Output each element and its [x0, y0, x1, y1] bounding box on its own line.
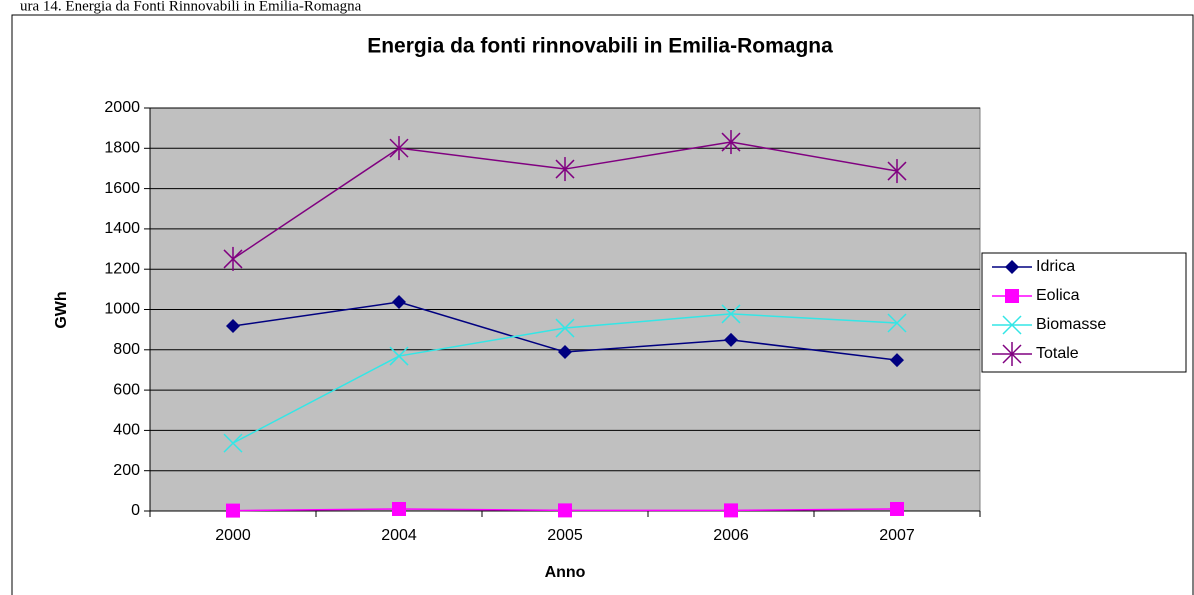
y-tick-label: 1200	[104, 260, 140, 277]
x-axis-label: Anno	[545, 564, 586, 581]
marker	[392, 501, 406, 516]
y-tick-label: 600	[113, 381, 140, 398]
x-tick-label: 2004	[381, 527, 417, 544]
legend-label: Biomasse	[1036, 316, 1106, 333]
marker	[223, 433, 243, 453]
y-tick-label: 800	[113, 341, 140, 358]
legend-box	[981, 252, 1187, 373]
marker	[890, 353, 904, 368]
legend-label: Totale	[1036, 345, 1079, 362]
marker	[1005, 260, 1019, 274]
marker	[724, 503, 738, 518]
y-tick-label: 1000	[104, 301, 140, 318]
y-tick-label: 400	[113, 422, 140, 439]
cross	[887, 313, 907, 333]
cross	[1002, 315, 1022, 335]
diamond	[392, 295, 406, 310]
diamond	[558, 345, 572, 360]
marker	[392, 295, 406, 310]
marker	[558, 345, 572, 360]
square	[1005, 289, 1019, 303]
marker	[226, 319, 240, 334]
marker	[226, 503, 240, 518]
diamond	[226, 319, 240, 334]
marker	[389, 136, 409, 161]
square	[226, 503, 240, 518]
y-tick-label: 200	[113, 462, 140, 479]
legend-label: Eolica	[1036, 287, 1080, 304]
marker	[721, 304, 741, 324]
x-tick-label: 2005	[547, 527, 583, 544]
square	[724, 503, 738, 518]
cross	[721, 304, 741, 324]
marker	[887, 313, 907, 333]
legend-label: Idrica	[1036, 258, 1075, 275]
cross	[389, 346, 409, 366]
y-tick-label: 0	[131, 502, 140, 519]
legend: Idrica Eolica Biomasse Totale	[981, 252, 1187, 373]
x-tick-label: 2000	[215, 527, 251, 544]
marker	[1002, 315, 1022, 335]
marker	[555, 318, 575, 338]
y-tick-label: 2000	[104, 99, 140, 116]
marker	[724, 332, 738, 347]
cross	[223, 433, 243, 453]
x-tick-label: 2007	[879, 527, 915, 544]
marker	[890, 501, 904, 516]
y-tick-label: 1600	[104, 180, 140, 197]
y-tick-label: 1800	[104, 140, 140, 157]
x-tick-label: 2006	[713, 527, 749, 544]
caption: ura 14. Energia da Fonti Rinnovabili in …	[20, 0, 362, 14]
marker	[887, 159, 907, 184]
square	[392, 501, 406, 516]
marker	[721, 130, 741, 155]
diamond	[890, 353, 904, 368]
square	[890, 501, 904, 516]
marker	[389, 346, 409, 366]
diamond	[724, 332, 738, 347]
marker	[558, 503, 572, 518]
diamond	[1005, 260, 1019, 274]
chart-title: Energia da fonti rinnovabili in Emilia-R…	[367, 35, 833, 58]
marker	[223, 246, 243, 271]
cross	[555, 318, 575, 338]
marker	[1002, 342, 1022, 366]
y-tick-label: 1400	[104, 220, 140, 237]
marker	[555, 157, 575, 182]
square	[558, 503, 572, 518]
y-axis-label: GWh	[53, 291, 70, 328]
marker	[1005, 289, 1019, 303]
